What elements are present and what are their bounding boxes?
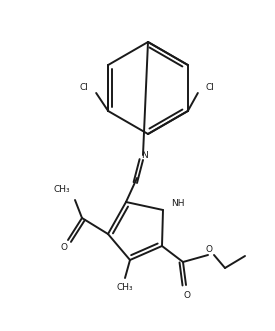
- Text: Cl: Cl: [206, 82, 215, 91]
- Text: CH₃: CH₃: [53, 185, 70, 195]
- Text: O: O: [205, 246, 213, 255]
- Text: NH: NH: [171, 200, 185, 209]
- Text: O: O: [183, 291, 191, 300]
- Text: CH₃: CH₃: [117, 283, 133, 293]
- Text: Cl: Cl: [79, 82, 88, 91]
- Text: O: O: [60, 244, 67, 253]
- Text: N: N: [142, 151, 148, 160]
